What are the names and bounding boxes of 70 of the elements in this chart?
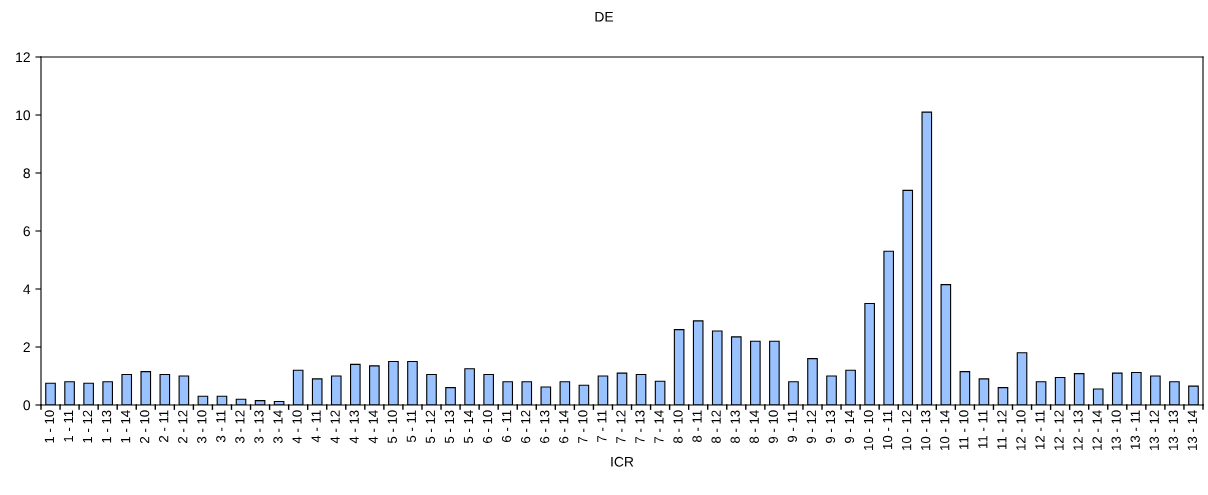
x-tick-label: 10 - 11: [882, 410, 893, 449]
y-tick-label: 6: [23, 226, 30, 237]
x-tick-label: 6 - 13: [540, 410, 550, 443]
x-tick-label: 4 - 12: [330, 410, 340, 444]
x-tick-label: 6 - 12: [520, 410, 531, 443]
x-tick-label: 4 - 11: [311, 410, 321, 443]
x-tick-label: 3 - 13: [254, 410, 264, 444]
x-tick-label: 8 - 13: [730, 410, 740, 444]
x-tick-label: 7 - 14: [654, 410, 664, 443]
x-tick-label: 2 - 10: [139, 410, 150, 443]
x-tick-label: 10 - 10: [863, 410, 874, 450]
x-tick-label: 1 - 11: [63, 410, 73, 442]
x-tick-label: 9 - 11: [787, 410, 797, 443]
x-tick-label: 6 - 11: [501, 410, 512, 442]
x-tick-label: 9 - 10: [768, 410, 778, 443]
x-tick-label: 3 - 10: [197, 410, 207, 444]
y-tick-label: 0: [23, 400, 31, 411]
x-tick-label: 8 - 10: [673, 410, 683, 444]
x-tick-label: 4 - 13: [349, 410, 359, 444]
chart-title: DE: [595, 12, 614, 22]
x-tick-label: 12 - 12: [1054, 410, 1064, 450]
x-tick-label: 11 - 10: [959, 410, 969, 449]
x-tick-label: 13 - 13: [1168, 410, 1178, 450]
x-tick-label: 5 - 12: [425, 410, 436, 444]
x-tick-label: 13 - 11: [1130, 410, 1140, 449]
x-tick-label: 2 - 12: [178, 410, 188, 443]
x-tick-label: 8 - 12: [711, 410, 721, 444]
x-tick-label: 4 - 14: [368, 410, 378, 444]
x-tick-label: 7 - 11: [597, 410, 607, 442]
x-tick-label: 1 - 10: [44, 410, 55, 443]
y-tick-label: 2: [23, 342, 30, 353]
x-tick-label: 6 - 10: [482, 410, 493, 443]
x-tick-label: 12 - 14: [1092, 410, 1102, 450]
x-tick-label: 5 - 10: [387, 410, 397, 444]
x-tick-label: 6 - 14: [559, 410, 569, 443]
x-tick-label: 8 - 14: [749, 410, 759, 444]
x-axis-title: ICR: [611, 456, 634, 467]
x-tick-label: 10 - 14: [940, 410, 950, 450]
y-tick-label: 4: [23, 284, 31, 295]
x-tick-label: 9 - 13: [825, 410, 836, 443]
x-tick-label: 4 - 10: [292, 410, 302, 444]
x-tick-label: 12 - 10: [1016, 410, 1026, 450]
x-tick-label: 13 - 12: [1149, 410, 1159, 450]
y-tick-label: 8: [23, 168, 30, 179]
x-tick-label: 13 - 10: [1111, 410, 1121, 450]
y-tick-label: 12: [16, 52, 30, 63]
x-tick-label: 9 - 14: [844, 410, 855, 443]
x-tick-label: 12 - 11: [1035, 410, 1045, 449]
x-tick-label: 7 - 13: [635, 410, 645, 443]
x-tick-label: 3 - 14: [273, 410, 283, 444]
x-tick-label: 5 - 11: [406, 410, 416, 443]
x-tick-label: 5 - 14: [463, 410, 474, 444]
x-tick-label: 11 - 11: [978, 410, 988, 448]
x-tick-label: 5 - 13: [444, 410, 455, 444]
x-tick-label: 9 - 12: [806, 410, 817, 443]
x-tick-label: 1 - 13: [101, 410, 112, 443]
x-tick-label: 7 - 12: [616, 410, 626, 443]
x-tick-label: 1 - 12: [82, 410, 93, 443]
x-tick-label: 2 - 11: [159, 410, 169, 442]
x-tick-label: 13 - 14: [1187, 410, 1198, 450]
y-tick-label: 10: [16, 110, 31, 121]
x-tick-label: 1 - 14: [121, 410, 131, 443]
x-tick-label: 11 - 12: [997, 410, 1007, 449]
x-tick-label: 3 - 12: [235, 410, 245, 444]
x-tick-label: 10 - 13: [920, 410, 931, 450]
x-tick-label: 12 - 13: [1073, 410, 1083, 450]
x-tick-label: 7 - 10: [578, 410, 588, 443]
x-tick-label: 3 - 11: [216, 410, 226, 443]
x-tick-label: 8 - 11: [692, 410, 702, 443]
x-tick-label: 10 - 12: [901, 410, 912, 450]
